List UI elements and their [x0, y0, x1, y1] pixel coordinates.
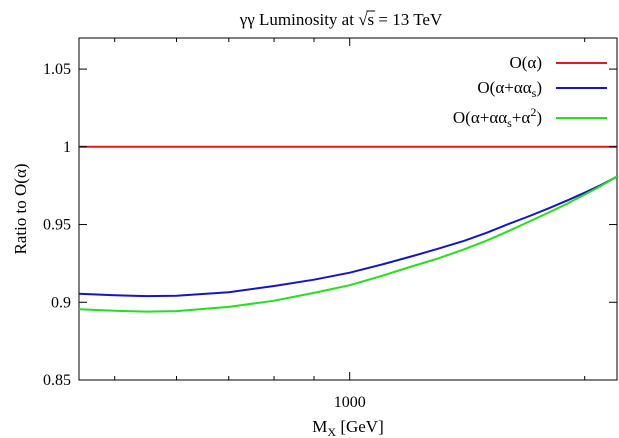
tick-label-layer: 0.85 0.9 0.95 1 1.05 1000 — [43, 61, 366, 411]
y-tick-label: 0.9 — [51, 294, 71, 311]
legend-label-superscript: 2 — [530, 105, 536, 119]
x-axis-label-subscript: X — [327, 425, 336, 438]
legend-label-text: O(α) — [509, 53, 542, 72]
legend-label-text: O(α+αα — [477, 78, 531, 97]
legend-label-text: ) — [536, 78, 542, 97]
x-axis-label-main: M — [312, 417, 327, 436]
x-axis-label: MX [GeV] — [312, 417, 383, 438]
plot-area-frame — [78, 37, 618, 381]
chart-title: γγ Luminosity at √s = 13 TeV — [239, 10, 443, 29]
chart-title-suffix: = 13 TeV — [374, 10, 443, 29]
y-tick-label: 1 — [63, 139, 71, 156]
y-tick-label: 0.85 — [43, 372, 71, 389]
y-tick-label: 0.95 — [43, 217, 71, 234]
chart-title-sqrt-arg: s — [368, 10, 375, 29]
legend-label-text: +α — [512, 108, 531, 127]
legend-label-text: ) — [536, 108, 542, 127]
tick-layer — [79, 38, 617, 381]
series-line-2 — [78, 175, 618, 298]
legend-label-3: O(α+ααs+α2) — [453, 105, 542, 130]
legend-label-1: O(α) — [509, 53, 542, 72]
legend-label-subscript: s — [507, 116, 512, 130]
chart-title-prefix: γγ Luminosity at — [239, 10, 358, 29]
y-tick-label: 1.05 — [43, 61, 71, 78]
x-tick-label: 1000 — [334, 394, 366, 411]
legend-label-2: O(α+ααs) — [477, 78, 542, 100]
legend: O(α)O(α+ααs)O(α+ααs+α2) — [453, 53, 607, 130]
series-line-3 — [78, 175, 618, 313]
legend-label-subscript: s — [532, 86, 537, 100]
y-axis-label: Ratio to O(α) — [11, 163, 30, 254]
series-layer — [78, 145, 618, 313]
legend-label-text: O(α+αα — [453, 108, 507, 127]
sqrt-radical: √ — [358, 10, 368, 29]
x-axis-label-unit: [GeV] — [336, 417, 384, 436]
